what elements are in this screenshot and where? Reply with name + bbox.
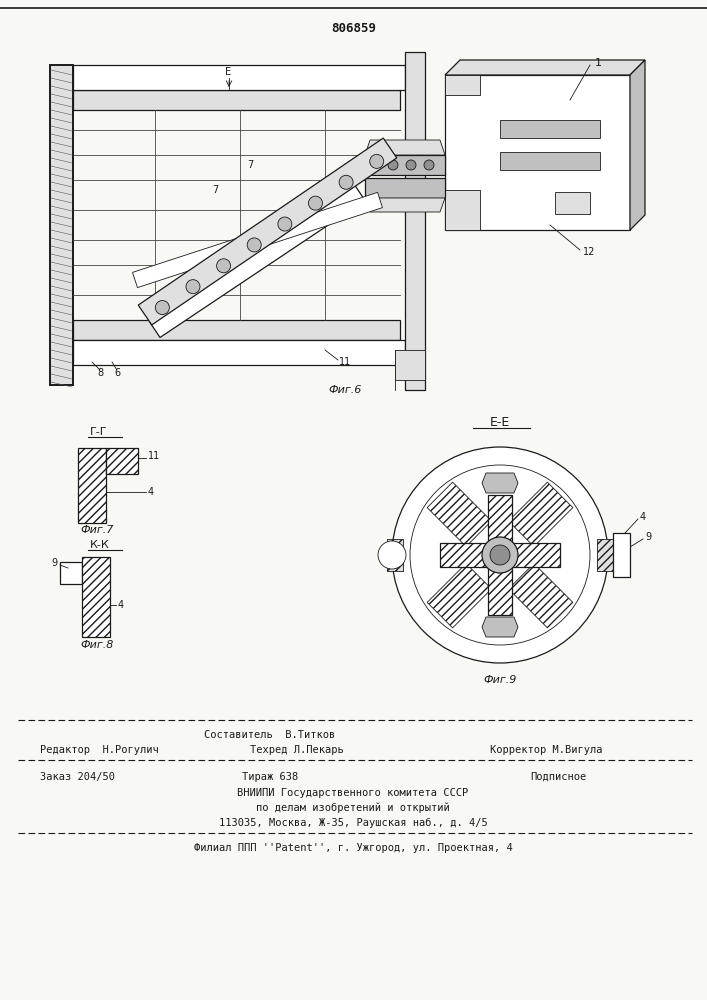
- Text: 113035, Москва, Ж-35, Раушская наб., д. 4/5: 113035, Москва, Ж-35, Раушская наб., д. …: [218, 818, 487, 828]
- Polygon shape: [139, 138, 397, 325]
- Text: Филиал ППП ''Patent'', г. Ужгород, ул. Проектная, 4: Филиал ППП ''Patent'', г. Ужгород, ул. П…: [194, 843, 513, 853]
- Text: 4: 4: [640, 512, 646, 522]
- Polygon shape: [597, 539, 620, 571]
- Polygon shape: [365, 140, 445, 155]
- Text: 7: 7: [247, 160, 253, 170]
- Text: ВНИИПИ Государственного комитета СССР: ВНИИПИ Государственного комитета СССР: [238, 788, 469, 798]
- Bar: [82, 557, 110, 637]
- Polygon shape: [630, 60, 645, 230]
- Polygon shape: [365, 178, 445, 198]
- Polygon shape: [365, 198, 445, 212]
- Polygon shape: [427, 482, 491, 547]
- Circle shape: [370, 160, 380, 170]
- Text: Фиг.9: Фиг.9: [484, 675, 517, 685]
- Polygon shape: [387, 539, 403, 571]
- Bar: [500, 152, 600, 170]
- Text: по делам изобретений и открытий: по делам изобретений и открытий: [256, 803, 450, 813]
- Text: 9: 9: [52, 558, 58, 568]
- Circle shape: [156, 301, 170, 315]
- Circle shape: [216, 259, 230, 273]
- Text: 4: 4: [148, 487, 154, 497]
- Polygon shape: [365, 155, 445, 175]
- Polygon shape: [482, 617, 518, 637]
- Text: К-К: К-К: [90, 540, 110, 550]
- Text: Техред Л.Пекарь: Техред Л.Пекарь: [250, 745, 344, 755]
- Text: Корректор М.Вигула: Корректор М.Вигула: [490, 745, 602, 755]
- Polygon shape: [132, 192, 382, 288]
- Circle shape: [406, 160, 416, 170]
- Text: Заказ 204/50: Заказ 204/50: [40, 772, 115, 782]
- Circle shape: [424, 160, 434, 170]
- Circle shape: [339, 175, 353, 189]
- Text: 8: 8: [97, 368, 103, 378]
- Polygon shape: [405, 52, 425, 390]
- Bar: [78, 448, 106, 523]
- Circle shape: [308, 196, 322, 210]
- Text: E: E: [225, 67, 231, 77]
- Text: 12: 12: [583, 247, 595, 257]
- Polygon shape: [445, 75, 480, 95]
- Text: 806859: 806859: [332, 21, 377, 34]
- Polygon shape: [150, 186, 365, 337]
- Polygon shape: [445, 75, 630, 230]
- Text: Фиг.8: Фиг.8: [80, 640, 113, 650]
- Bar: [60, 562, 82, 584]
- Text: 11: 11: [339, 357, 351, 367]
- Text: 7: 7: [212, 185, 218, 195]
- Polygon shape: [445, 60, 645, 75]
- Bar: [106, 448, 138, 474]
- Bar: [488, 495, 512, 615]
- Polygon shape: [73, 320, 400, 340]
- Text: Фиг.7: Фиг.7: [80, 525, 113, 535]
- Polygon shape: [427, 563, 491, 628]
- Text: Фиг.6: Фиг.6: [328, 385, 362, 395]
- Bar: [555, 192, 590, 214]
- Text: Подписное: Подписное: [530, 772, 586, 782]
- Polygon shape: [482, 473, 518, 493]
- Polygon shape: [73, 340, 405, 365]
- Text: 1: 1: [595, 58, 602, 68]
- Text: Составитель  В.Титков: Составитель В.Титков: [204, 730, 336, 740]
- Circle shape: [186, 280, 200, 294]
- Text: 11: 11: [148, 451, 160, 461]
- Polygon shape: [50, 65, 73, 385]
- Circle shape: [392, 447, 608, 663]
- Bar: [440, 543, 560, 567]
- Circle shape: [378, 541, 406, 569]
- Circle shape: [482, 537, 518, 573]
- Bar: [500, 120, 600, 138]
- Polygon shape: [73, 65, 405, 90]
- Circle shape: [370, 154, 384, 168]
- Circle shape: [490, 545, 510, 565]
- Circle shape: [278, 217, 292, 231]
- Polygon shape: [395, 350, 425, 380]
- Polygon shape: [508, 563, 573, 628]
- Polygon shape: [613, 533, 630, 577]
- Text: E-E: E-E: [490, 416, 510, 428]
- Polygon shape: [508, 482, 573, 547]
- Polygon shape: [73, 90, 400, 110]
- Circle shape: [388, 160, 398, 170]
- Text: 7: 7: [247, 265, 253, 275]
- Text: Тираж 638: Тираж 638: [242, 772, 298, 782]
- Text: Редактор  Н.Рогулич: Редактор Н.Рогулич: [40, 745, 159, 755]
- Text: 9: 9: [645, 532, 651, 542]
- Text: 7: 7: [212, 290, 218, 300]
- Circle shape: [247, 238, 261, 252]
- Text: Г-Г: Г-Г: [90, 427, 107, 437]
- Polygon shape: [445, 190, 480, 230]
- Text: 4: 4: [118, 600, 124, 610]
- Text: 6: 6: [114, 368, 120, 378]
